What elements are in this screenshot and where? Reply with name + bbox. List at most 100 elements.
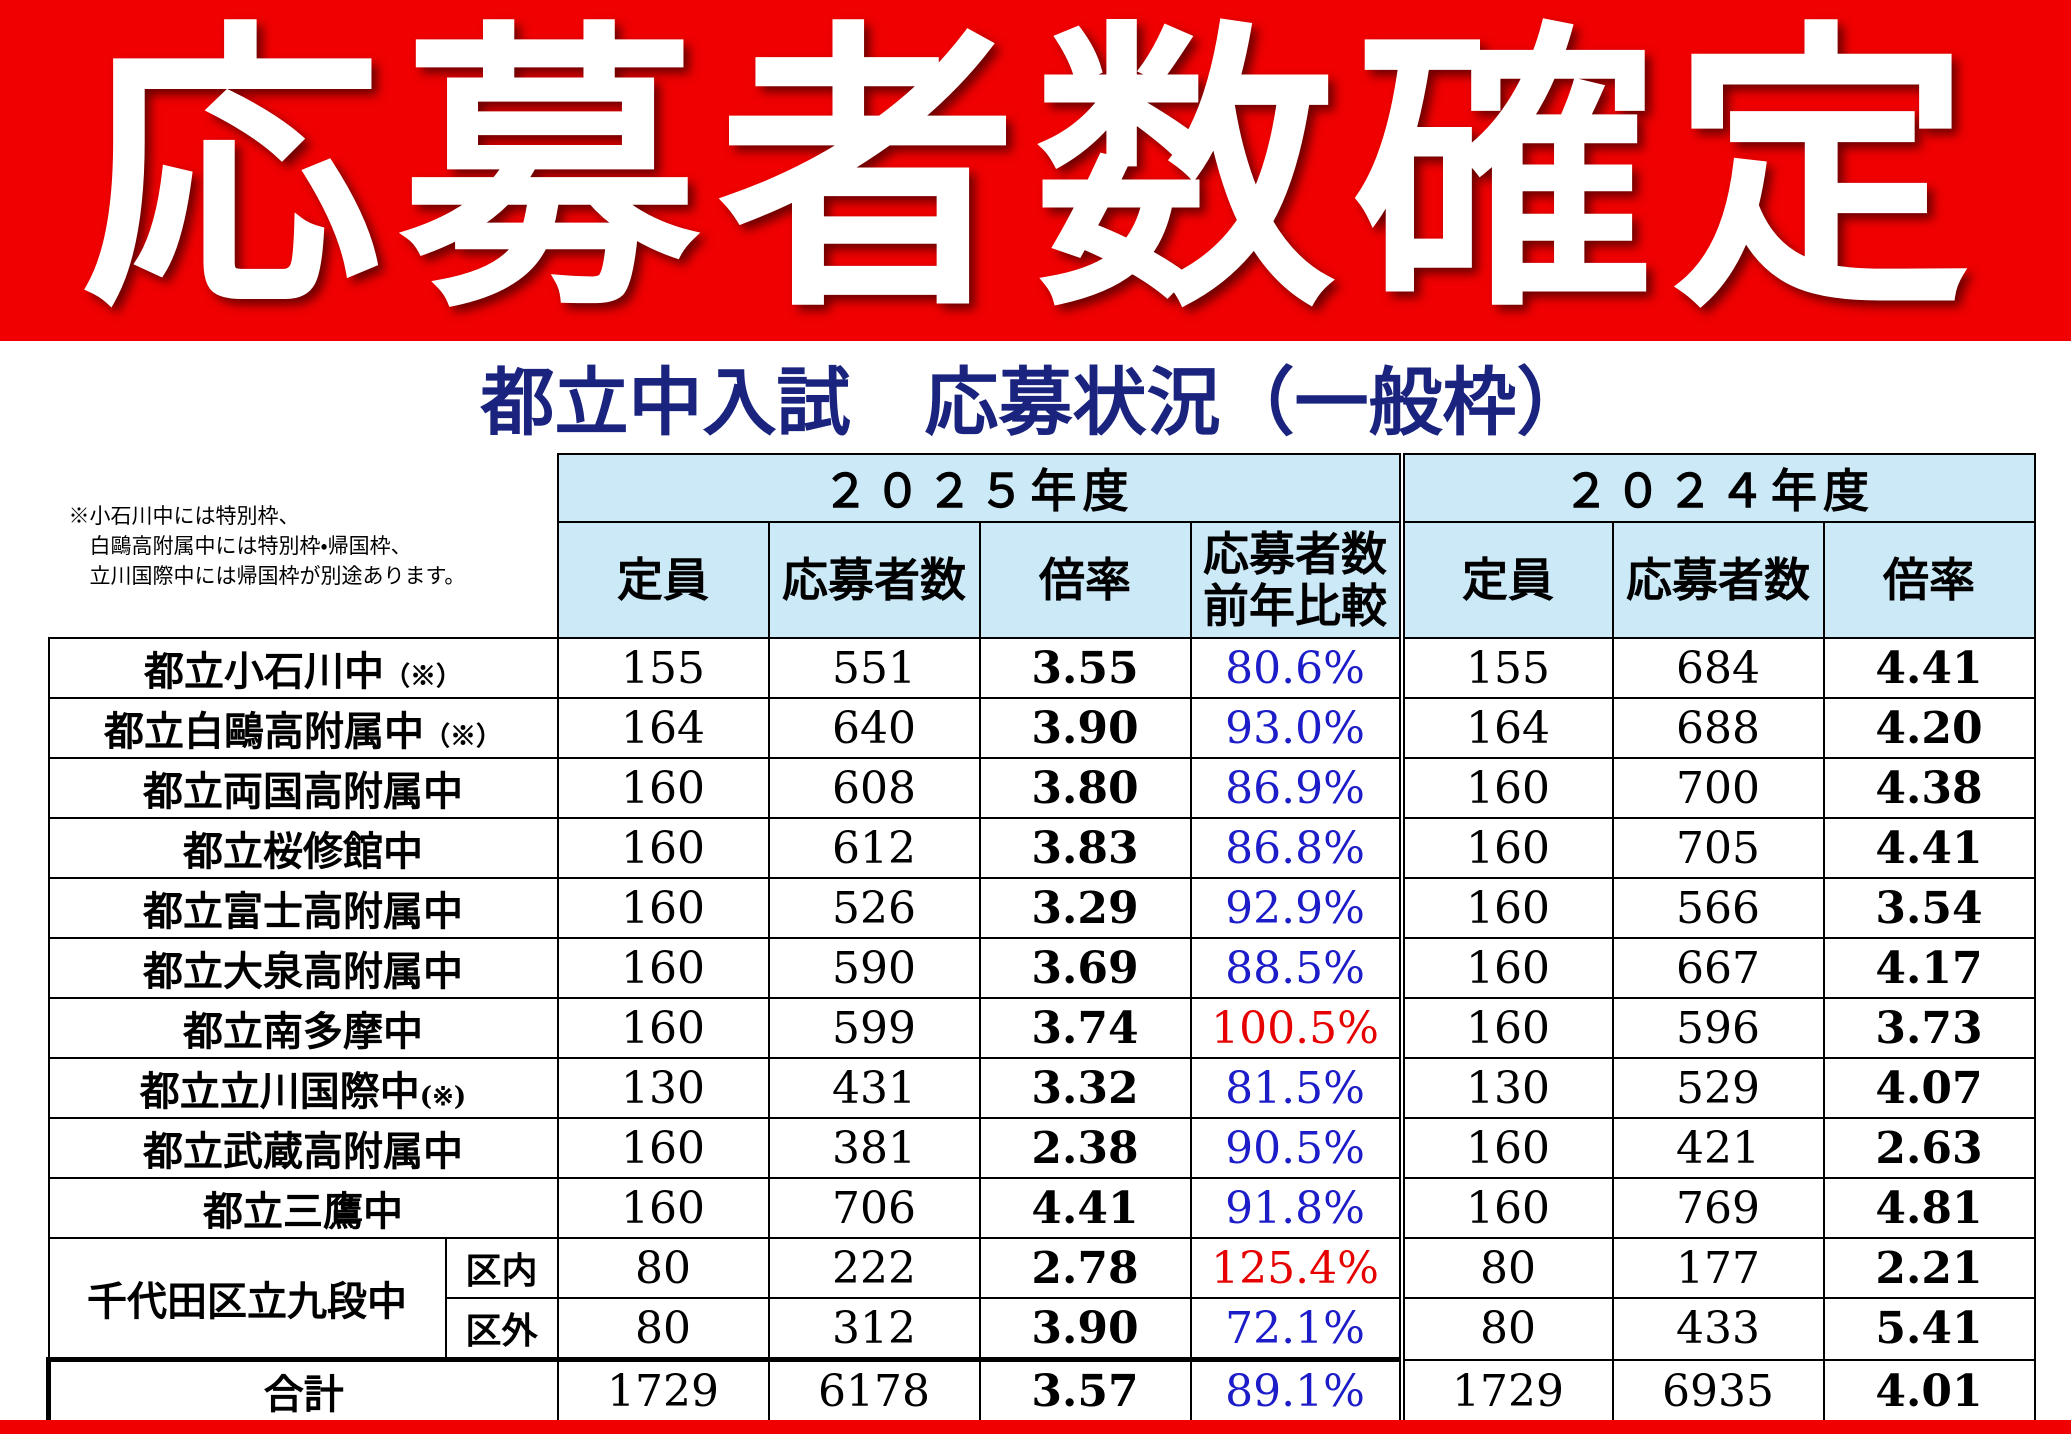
division: 区外 (444, 1297, 559, 1361)
data-row: 千代田区立九段中 区内 80 222 2.78 125.4% 80 177 2.21 (47, 1237, 2036, 1361)
school-name: 都立小石川中（※） (47, 637, 559, 699)
column-header-line: 応募者数 (1203, 527, 1387, 581)
value-cell: 177 (1611, 1237, 1825, 1299)
school-name: 都立三鷹中 (47, 1177, 559, 1239)
column-header: 定員 (1398, 521, 1614, 639)
banner-title: 応募者数確定 (81, 0, 1990, 347)
school-mark: （※） (383, 662, 462, 692)
school-name-text: 都立富士高附属中 (143, 888, 463, 935)
value-cell: 4.38 (1822, 757, 2036, 819)
data-row: 都立両国高附属中 160 608 3.80 86.9% 160 700 4.38 (47, 757, 2036, 819)
school-name-text: 都立両国高附属中 (143, 768, 463, 815)
value-cell: 4.01 (1822, 1358, 2036, 1424)
value-cell: 2.38 (978, 1117, 1192, 1179)
column-header-line: 定員 (1462, 553, 1554, 607)
value-cell: 160 (556, 997, 770, 1059)
banner: 応募者数確定 (0, 0, 2071, 341)
data-row: 都立武蔵高附属中 160 381 2.38 90.5% 160 421 2.63 (47, 1117, 2036, 1179)
value-cell: 431 (767, 1057, 981, 1119)
value-cell: 381 (767, 1117, 981, 1179)
value-cell: 160 (1398, 997, 1614, 1059)
value-cell: 529 (1611, 1057, 1825, 1119)
value-cell: 688 (1611, 697, 1825, 759)
column-header: 応募者数 (1611, 521, 1825, 639)
school-name-text: 都立武蔵高附属中 (143, 1128, 463, 1175)
yoy-cell: 81.5% (1189, 1057, 1403, 1119)
data-row: 都立小石川中（※） 155 551 3.55 80.6% 155 684 4.41 (47, 637, 2036, 699)
value-cell: 155 (1398, 637, 1614, 699)
value-cell: 312 (767, 1297, 981, 1361)
applications-table: ※小石川中には特別枠、 白鷗高附属中には特別枠・帰国枠、 立川国際中には帰国枠が… (46, 453, 2036, 1425)
value-cell: 155 (556, 637, 770, 699)
value-cell: 4.20 (1822, 697, 2036, 759)
yoy-cell: 91.8% (1189, 1177, 1403, 1239)
school-name: 都立桜修館中 (47, 817, 559, 879)
value-cell: 2.78 (978, 1237, 1192, 1299)
yoy-cell: 86.9% (1189, 757, 1403, 819)
data-row: 都立南多摩中 160 599 3.74 100.5% 160 596 3.73 (47, 997, 2036, 1059)
school-name-text: 都立立川国際中 (139, 1068, 420, 1115)
value-cell: 4.07 (1822, 1057, 2036, 1119)
value-cell: 1729 (1398, 1358, 1614, 1424)
value-cell: 590 (767, 937, 981, 999)
school-name: 都立南多摩中 (47, 997, 559, 1059)
school-mark: (※) (419, 1082, 467, 1112)
school-name: 都立白鷗高附属中（※） (47, 697, 559, 759)
value-cell: 164 (1398, 697, 1614, 759)
value-cell: 160 (1398, 877, 1614, 939)
school-name: 千代田区立九段中 (47, 1237, 447, 1361)
yoy-cell: 90.5% (1189, 1117, 1403, 1179)
value-cell: 164 (556, 697, 770, 759)
value-cell: 3.83 (978, 817, 1192, 879)
yoy-cell: 125.4% (1189, 1237, 1403, 1299)
value-cell: 566 (1611, 877, 1825, 939)
column-header-line: 応募者数 (782, 553, 966, 607)
value-cell: 3.80 (978, 757, 1192, 819)
value-cell: 80 (1398, 1297, 1614, 1361)
value-cell: 608 (767, 757, 981, 819)
value-cell: 222 (767, 1237, 981, 1299)
value-cell: 160 (556, 937, 770, 999)
value-cell: 2.21 (1822, 1237, 2036, 1299)
value-cell: 80 (1398, 1237, 1614, 1299)
year-header: ２０２４年度 (1398, 453, 2036, 523)
value-cell: 3.90 (978, 1297, 1192, 1361)
data-row: 都立三鷹中 160 706 4.41 91.8% 160 769 4.81 (47, 1177, 2036, 1239)
value-cell: 3.29 (978, 877, 1192, 939)
header-row: ※小石川中には特別枠、 白鷗高附属中には特別枠・帰国枠、 立川国際中には帰国枠が… (48, 453, 2036, 639)
value-cell: 769 (1611, 1177, 1825, 1239)
value-cell: 421 (1611, 1117, 1825, 1179)
value-cell: 160 (1398, 1117, 1614, 1179)
value-cell: 3.69 (978, 937, 1192, 999)
value-cell: 2.63 (1822, 1117, 2036, 1179)
value-cell: 160 (1398, 937, 1614, 999)
note: ※小石川中には特別枠、 白鷗高附属中には特別枠・帰国枠、 立川国際中には帰国枠が… (48, 454, 559, 639)
school-name-text: 都立白鷗高附属中 (103, 708, 424, 755)
subtitle: 都立中入試 応募状況（一般枠） (480, 360, 1591, 446)
value-cell: 3.57 (978, 1357, 1192, 1425)
data-row: 都立富士高附属中 160 526 3.29 92.9% 160 566 3.54 (47, 877, 2036, 939)
column-header: 応募者数 前年比較 (1189, 521, 1403, 639)
bottom-strip (0, 1420, 2071, 1434)
value-cell: 160 (1398, 757, 1614, 819)
value-cell: 130 (556, 1057, 770, 1119)
value-cell: 80 (556, 1237, 770, 1299)
total-label: 合計 (46, 1357, 559, 1425)
value-cell: 667 (1611, 937, 1825, 999)
school-mark: （※） (423, 722, 502, 752)
school-name-text: 都立三鷹中 (203, 1188, 403, 1235)
value-cell: 160 (556, 1177, 770, 1239)
value-cell: 3.32 (978, 1057, 1192, 1119)
value-cell: 612 (767, 817, 981, 879)
value-cell: 4.81 (1822, 1177, 2036, 1239)
data-row: 都立立川国際中(※) 130 431 3.32 81.5% 130 529 4.07 (47, 1057, 2036, 1119)
value-cell: 4.41 (978, 1177, 1192, 1239)
value-cell: 526 (767, 877, 981, 939)
value-cell: 4.17 (1822, 937, 2036, 999)
value-cell: 700 (1611, 757, 1825, 819)
school-name-text: 都立大泉高附属中 (143, 948, 463, 995)
column-header: 倍率 (978, 521, 1192, 639)
school-name: 都立武蔵高附属中 (47, 1117, 559, 1179)
school-name-text: 都立南多摩中 (183, 1008, 423, 1055)
column-header-line: 応募者数 (1626, 553, 1810, 607)
